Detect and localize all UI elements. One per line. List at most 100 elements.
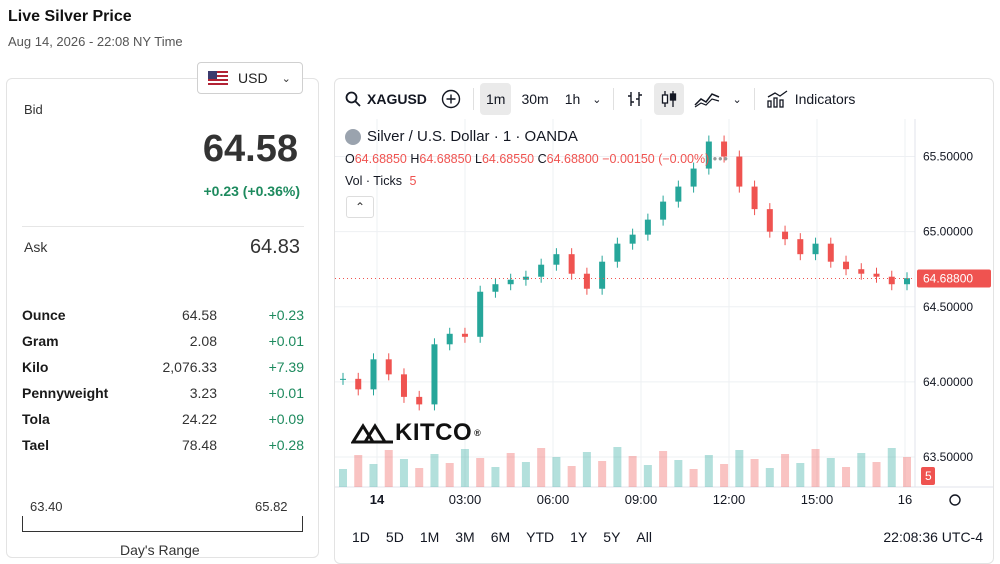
unit-price: 3.23 (189, 385, 217, 401)
candle-chart-type-button[interactable] (654, 83, 685, 115)
compare-symbol-button[interactable] (435, 83, 467, 115)
last-volume-label: 5 (925, 469, 932, 483)
volume-bar (582, 452, 591, 487)
bid-price: 64.58 (202, 128, 298, 170)
chevron-down-icon: ⌄ (732, 93, 742, 106)
x-tick-label: 03:00 (449, 492, 482, 507)
ask-price: 64.83 (249, 236, 300, 258)
chart-toolbar: XAGUSD 1m 30m 1h ⌄ ⌄ Indicators (335, 79, 993, 119)
last-price-tag (917, 269, 991, 288)
y-tick-label: 65.50000 (923, 150, 973, 164)
day-range-high: 65.82 (255, 499, 288, 514)
interval-dropdown[interactable]: ⌄ (586, 83, 607, 115)
bar-chart-type-button[interactable] (620, 83, 650, 115)
volume-bar (842, 467, 851, 487)
range-3m-button[interactable]: 3M (455, 529, 475, 545)
volume-bar (339, 469, 347, 487)
x-tick-label: 06:00 (537, 492, 570, 507)
volume-bar (506, 453, 515, 487)
volume-bar (537, 448, 546, 487)
volume-bar (674, 460, 683, 487)
unit-name: Kilo (22, 359, 49, 375)
candle-body (522, 276, 529, 280)
unit-change: +0.23 (268, 307, 304, 323)
unit-change: +0.09 (268, 411, 304, 427)
price-card (6, 78, 319, 558)
plus-circle-icon (441, 89, 461, 109)
candle-body (355, 378, 362, 390)
range-all-button[interactable]: All (636, 529, 652, 545)
low-value: 64.68550 (481, 152, 535, 166)
range-5d-button[interactable]: 5D (385, 529, 404, 545)
range-1m-button[interactable]: 1M (419, 529, 440, 545)
range-5y-button[interactable]: 5Y (603, 529, 621, 545)
x-tick-label: 14 (370, 492, 385, 507)
high-value: 64.68850 (419, 152, 472, 166)
chart-title: Silver / U.S. Dollar · 1 · OANDA (367, 128, 578, 145)
candle-body (766, 209, 773, 232)
symbol-logo-icon (345, 128, 361, 145)
page-title: Live Silver Price (8, 8, 132, 25)
candle-body (416, 396, 423, 405)
unit-price: 78.48 (181, 437, 217, 453)
interval-30m-button[interactable]: 30m (521, 91, 549, 107)
volume-bar (430, 454, 439, 487)
candle-body (873, 273, 880, 277)
volume-bar (826, 458, 835, 487)
currency-select[interactable]: USD ⌄ (197, 62, 303, 94)
kitco-mark-icon (351, 423, 393, 444)
last-price-label: 64.68800 (923, 272, 973, 286)
bar-change-value: −0.00150 (−0.00%) (602, 152, 710, 166)
collapse-legend-button[interactable]: ⌃ (346, 196, 374, 218)
ohlc-legend: O64.68850 H64.68850 L64.68550 C64.68800 … (345, 152, 729, 166)
unit-price: 2.08 (189, 333, 217, 349)
candle-body (629, 234, 636, 244)
candle-body (843, 261, 850, 270)
unit-change: +0.28 (268, 437, 304, 453)
chevron-down-icon: ⌄ (281, 72, 291, 85)
candle-body (583, 273, 590, 289)
unit-row: Pennyweight 3.23 +0.01 (22, 380, 304, 406)
volume-bar (735, 450, 744, 487)
candle-body (705, 141, 712, 169)
range-ytd-button[interactable]: YTD (526, 529, 555, 545)
range-1d-button[interactable]: 1D (352, 529, 370, 545)
volume-bar (476, 458, 485, 487)
candle-body (553, 254, 560, 265)
candle-body (477, 291, 484, 337)
unit-row: Tael 78.48 +0.28 (22, 432, 304, 458)
close-label: C (537, 152, 547, 166)
unit-name: Pennyweight (22, 385, 109, 401)
candle-body (721, 141, 728, 157)
high-label: H (410, 152, 420, 166)
ohlc-bars-icon (628, 92, 643, 106)
last-volume-tag (921, 467, 935, 485)
volume-bar (491, 467, 500, 487)
toolbar-divider (613, 88, 615, 110)
time-range-bar: 1D 5D 1M 3M 6M YTD 1Y 5Y All 22:08:36 UT… (335, 519, 993, 555)
chart-type-dropdown[interactable]: ⌄ (726, 83, 747, 115)
indicators-button[interactable]: Indicators (761, 83, 862, 115)
price-chart[interactable]: 65.50000 65.00000 64.50000 64.00000 63.50000… (335, 119, 994, 519)
us-flag-icon (208, 71, 228, 85)
candle-body (370, 359, 377, 390)
area-chart-type-button[interactable] (688, 83, 726, 115)
volume-bar (415, 468, 424, 487)
chevron-up-icon: ⌃ (354, 200, 366, 214)
unit-row: Ounce 64.58 +0.23 (22, 302, 304, 328)
x-tick-label: 12:00 (713, 492, 746, 507)
x-tick-label: 15:00 (801, 492, 834, 507)
chevron-down-icon: ⌄ (592, 93, 602, 106)
indicators-label: Indicators (794, 91, 856, 107)
interval-1h-button[interactable]: 1h (564, 91, 581, 107)
candle-body (507, 279, 514, 285)
more-dots-icon[interactable]: ••• (712, 152, 729, 166)
symbol-search[interactable]: XAGUSD (345, 91, 435, 107)
interval-1m-button[interactable]: 1m (480, 83, 512, 115)
range-1y-button[interactable]: 1Y (570, 529, 588, 545)
range-6m-button[interactable]: 6M (490, 529, 511, 545)
volume-bar (384, 450, 393, 487)
candle-body (690, 168, 697, 187)
candle-body (492, 284, 499, 292)
volume-legend: Vol · Ticks 5 (345, 174, 416, 188)
